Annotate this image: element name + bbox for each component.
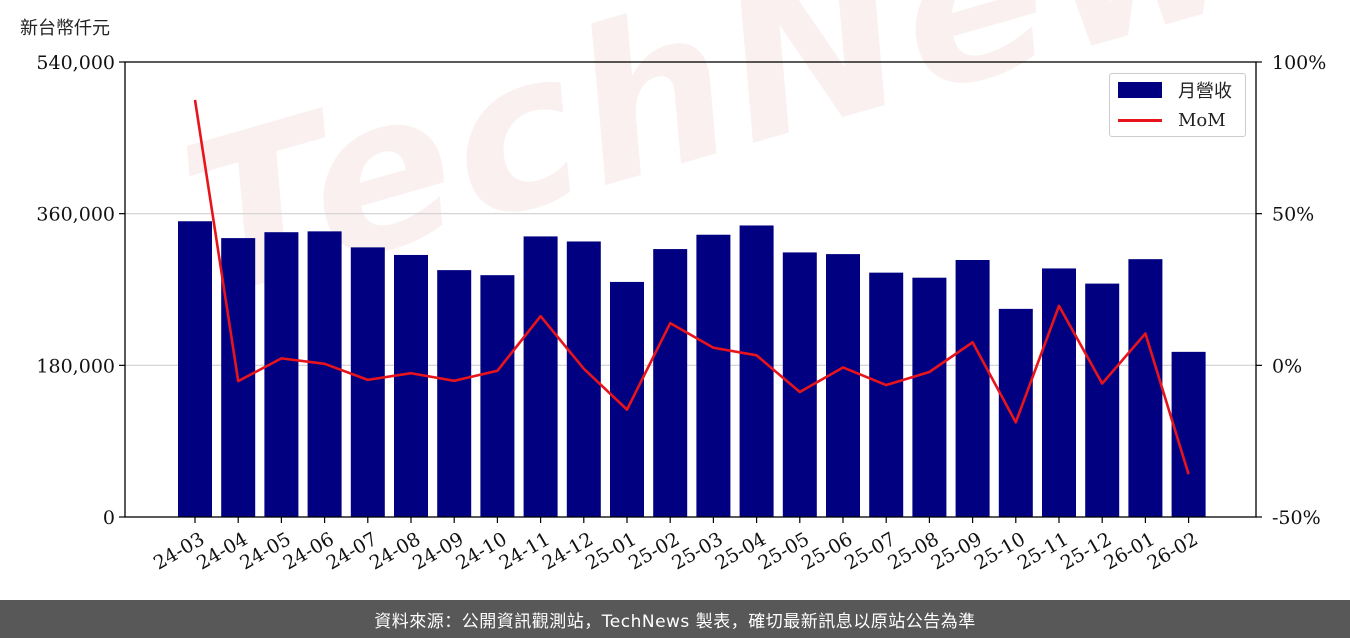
y-axis-unit-label: 新台幣仟元 [20, 18, 110, 39]
revenue-bars [178, 221, 1206, 518]
legend-item-mom: MoM [1118, 108, 1226, 132]
x-axis: 24-0324-0424-0524-0624-0724-0824-0924-10… [150, 517, 1202, 574]
bar-25-04 [739, 225, 774, 518]
bar-25-02 [653, 249, 688, 518]
left-tick-label: 360,000 [36, 204, 115, 226]
bar-24-03 [178, 221, 212, 517]
left-tick-label: 540,000 [36, 52, 115, 74]
bar-26-01 [1128, 259, 1163, 517]
revenue-chart: 0 180,000 360,000 540,000 -50% 0% 50% 100% 24-… [36, 52, 1326, 574]
bar-25-03 [696, 234, 731, 517]
bar-24-05 [264, 232, 299, 517]
bar-25-11 [1042, 268, 1076, 517]
left-tick-label: 0 [103, 507, 115, 529]
bar-25-07 [869, 272, 904, 517]
right-tick-label: 0% [1272, 355, 1302, 377]
right-tick-label: 100% [1272, 52, 1326, 74]
right-tick-label: 50% [1272, 204, 1314, 226]
bar-25-12 [1085, 283, 1120, 517]
left-y-axis: 0 180,000 360,000 540,000 [36, 52, 125, 529]
legend-label-revenue: 月營收 [1178, 81, 1232, 102]
bar-24-10 [480, 275, 515, 517]
bar-25-10 [998, 308, 1033, 517]
legend-swatch-revenue [1118, 82, 1162, 98]
bar-24-07 [350, 247, 385, 518]
bar-24-11 [523, 236, 558, 517]
x-tick-label: 26-02 [1143, 528, 1201, 574]
right-y-axis: -50% 0% 50% 100% [1256, 52, 1326, 529]
legend-swatch-mom [1118, 118, 1162, 122]
bar-24-06 [307, 231, 342, 517]
legend: 月營收 MoM [1109, 73, 1246, 137]
plot-frame [124, 61, 1257, 518]
bar-25-08 [912, 277, 947, 517]
source-footer: 資料來源：公開資訊觀測站，TechNews 製表，確切最新訊息以原站公告為準 [0, 600, 1350, 638]
mom-line [193, 99, 1190, 475]
right-tick-label: -50% [1272, 507, 1321, 529]
bar-24-09 [437, 270, 472, 517]
mom-series-line [193, 99, 1190, 475]
bar-24-08 [394, 254, 428, 517]
left-tick-label: 180,000 [36, 355, 115, 377]
legend-label-mom: MoM [1178, 109, 1226, 131]
bar-25-06 [826, 254, 860, 517]
legend-item-revenue: 月營收 [1118, 78, 1232, 102]
bar-25-09 [955, 260, 990, 517]
